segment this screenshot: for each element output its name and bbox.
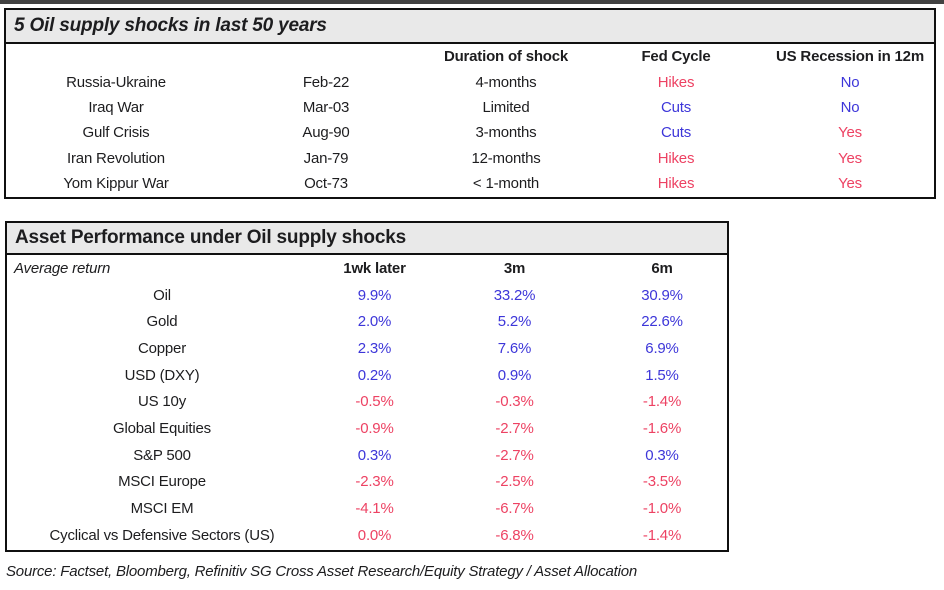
header-3m: 3m (503, 259, 526, 277)
value-3m-cell: -2.7% (495, 446, 534, 464)
value-1wk-cell: 0.0% (357, 526, 392, 544)
top-divider (0, 0, 944, 4)
asset-cell: S&P 500 (133, 446, 191, 464)
header-us-recession: US Recession in 12m (776, 48, 924, 66)
fed-cycle-cell: Cuts (660, 124, 692, 142)
asset-cell: US 10y (138, 393, 186, 411)
header-duration: Duration of shock (443, 48, 569, 66)
value-6m-cell: 22.6% (641, 313, 683, 331)
value-6m-cell: -1.4% (642, 526, 682, 544)
value-3m-cell: -2.5% (495, 473, 534, 491)
asset-cell: Oil (153, 286, 171, 304)
value-1wk-cell: 9.9% (357, 286, 392, 304)
recession-cell: Yes (838, 175, 862, 193)
value-1wk-cell: 2.3% (357, 339, 392, 357)
event-cell: Iran Revolution (67, 149, 165, 167)
value-3m-cell: -2.7% (495, 419, 534, 437)
date-cell: Feb-22 (302, 73, 350, 91)
duration-cell: 4-months (475, 73, 537, 91)
header-spacer (226, 44, 426, 69)
asset-cell: Cyclical vs Defensive Sectors (US) (49, 526, 275, 544)
asset-cell: MSCI EM (130, 500, 194, 518)
recession-cell: No (840, 98, 860, 116)
fed-cycle-cell: Hikes (657, 175, 695, 193)
value-3m-cell: -0.3% (495, 393, 534, 411)
value-1wk-cell: -2.3% (355, 473, 394, 491)
value-3m-cell: 5.2% (497, 313, 532, 331)
event-cell: Gulf Crisis (82, 124, 150, 142)
header-spacer (6, 44, 226, 69)
value-6m-cell: 30.9% (641, 286, 683, 304)
event-cell: Iraq War (88, 98, 144, 116)
recession-cell: Yes (838, 149, 862, 167)
value-1wk-cell: -0.9% (355, 419, 394, 437)
value-1wk-cell: -0.5% (355, 393, 394, 411)
oil-shocks-grid: Duration of shock Fed Cycle US Recession… (6, 44, 934, 196)
recession-cell: No (840, 73, 860, 91)
value-6m-cell: 6.9% (645, 339, 679, 357)
event-cell: Russia-Ukraine (66, 73, 166, 91)
asset-performance-title: Asset Performance under Oil supply shock… (7, 223, 727, 255)
date-cell: Aug-90 (302, 124, 350, 142)
value-1wk-cell: -4.1% (355, 500, 394, 518)
asset-cell: MSCI Europe (118, 473, 206, 491)
value-3m-cell: 33.2% (493, 286, 536, 304)
value-6m-cell: -1.0% (642, 500, 682, 518)
header-1wk-later: 1wk later (343, 259, 406, 277)
value-1wk-cell: 0.3% (357, 446, 392, 464)
value-1wk-cell: 2.0% (357, 313, 392, 331)
value-3m-cell: 0.9% (497, 366, 532, 384)
date-cell: Oct-73 (304, 175, 348, 193)
value-6m-cell: -1.4% (642, 393, 682, 411)
asset-cell: Global Equities (113, 419, 211, 437)
fed-cycle-cell: Hikes (657, 73, 695, 91)
value-1wk-cell: 0.2% (357, 366, 392, 384)
recession-cell: Yes (838, 124, 862, 142)
duration-cell: Limited (482, 98, 530, 116)
source-attribution: Source: Factset, Bloomberg, Refinitiv SG… (6, 563, 638, 580)
duration-cell: < 1-month (472, 175, 540, 193)
header-fed-cycle: Fed Cycle (641, 48, 711, 66)
fed-cycle-cell: Hikes (657, 149, 695, 167)
duration-cell: 3-months (475, 124, 537, 142)
value-3m-cell: 7.6% (497, 339, 532, 357)
asset-cell: Gold (146, 313, 178, 331)
fed-cycle-cell: Cuts (660, 98, 692, 116)
value-6m-cell: 1.5% (645, 366, 679, 384)
value-6m-cell: 0.3% (645, 446, 679, 464)
asset-cell: USD (DXY) (124, 366, 200, 384)
value-6m-cell: -3.5% (642, 473, 682, 491)
oil-shocks-table: 5 Oil supply shocks in last 50 years Dur… (4, 8, 936, 199)
value-6m-cell: -1.6% (642, 419, 682, 437)
date-cell: Mar-03 (302, 98, 350, 116)
value-3m-cell: -6.7% (495, 500, 534, 518)
value-3m-cell: -6.8% (495, 526, 534, 544)
event-cell: Yom Kippur War (63, 175, 169, 193)
asset-cell: Copper (138, 339, 186, 357)
asset-performance-grid: Average return 1wk later 3m 6m Oil 9.9% … (7, 255, 727, 549)
header-6m: 6m (651, 259, 673, 277)
date-cell: Jan-79 (303, 149, 349, 167)
asset-performance-table: Asset Performance under Oil supply shock… (5, 221, 729, 552)
duration-cell: 12-months (471, 149, 541, 167)
header-average-return: Average return (14, 259, 111, 277)
oil-shocks-title: 5 Oil supply shocks in last 50 years (6, 10, 934, 44)
